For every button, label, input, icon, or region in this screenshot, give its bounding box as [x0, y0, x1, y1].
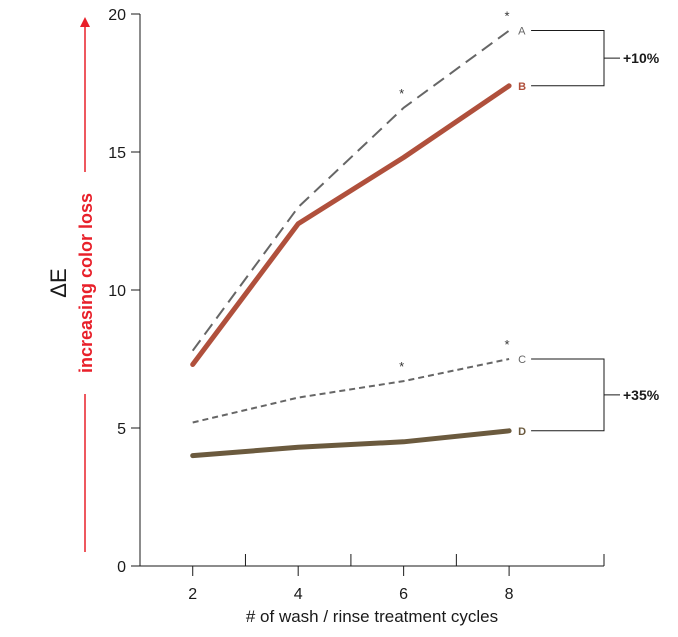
series-label-a: A: [518, 26, 526, 38]
significance-star: *: [505, 9, 510, 24]
y-axis-title: ΔE: [46, 268, 71, 297]
bracket-a-b: [531, 30, 620, 87]
x-tick-label: 6: [399, 586, 408, 603]
bracket-label: +35%: [623, 387, 660, 403]
y-tick-label: 5: [117, 421, 126, 438]
y-tick-label: 15: [108, 145, 126, 162]
x-tick-label: 2: [188, 586, 197, 603]
x-ticks: 2 4 6 8: [188, 554, 605, 603]
y-ticks: 0 5 10 15 20: [108, 7, 140, 576]
x-tick-label: 4: [294, 586, 303, 603]
series-line-b: [190, 83, 512, 367]
significance-star: *: [399, 359, 404, 374]
bracket-c-d: [531, 358, 620, 432]
y-tick-label: 20: [108, 7, 126, 24]
series-line-c: [192, 358, 510, 424]
series-line-a: [191, 29, 510, 352]
series-label-b: B: [518, 81, 526, 93]
significance-star: *: [505, 337, 510, 352]
series-line-d: [190, 428, 512, 459]
series-label-d: D: [518, 426, 526, 438]
arrow-label-bg: [74, 172, 96, 394]
y-tick-label: 10: [108, 283, 126, 300]
bracket-layer: +10% +35%: [531, 30, 660, 432]
color-loss-label: increasing color loss: [76, 193, 96, 373]
y-tick-label: 0: [117, 559, 126, 576]
series-layer: [190, 29, 512, 459]
series-label-c: C: [518, 354, 526, 366]
significance-star: *: [399, 86, 404, 101]
bracket-label: +10%: [623, 50, 660, 66]
x-tick-label: 8: [505, 586, 514, 603]
x-axis-title: # of wash / rinse treatment cycles: [246, 607, 498, 626]
labels-layer: A * * B C * * D: [399, 9, 526, 438]
